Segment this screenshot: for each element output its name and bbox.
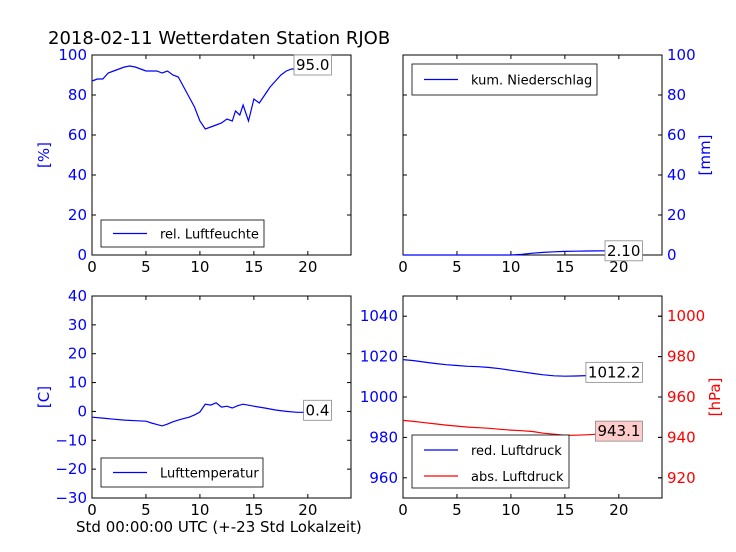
x-tick-label: 0 [398, 258, 408, 276]
plot-frame [91, 295, 352, 499]
y-right-tick-label: 980 [667, 348, 696, 366]
y-tick-label: 60 [68, 126, 87, 144]
x-tick-label: 0 [87, 258, 97, 276]
x-tick-label: 0 [87, 501, 97, 519]
y-tick-label: −20 [55, 460, 87, 478]
y-tick-label: 60 [667, 126, 686, 144]
x-tick-label: 15 [244, 501, 263, 519]
legend-box [411, 434, 570, 489]
y-tick-label: 1020 [360, 348, 398, 366]
x-tick-label: 15 [244, 258, 263, 276]
legend: red. Luftdruck abs. Luftdruck [411, 434, 570, 489]
y-right-tick-label: 920 [667, 469, 696, 487]
value-annotation: 943.1 [597, 422, 640, 440]
y-tick-label: 960 [369, 469, 398, 487]
y-tick-label: 980 [369, 428, 398, 446]
legend-label: Lufttemperatur [160, 467, 259, 482]
annotation-box [585, 361, 643, 383]
y-tick-label: 80 [667, 86, 686, 104]
value-annotation: 95.0 [296, 56, 329, 74]
x-tick-label: 20 [609, 258, 628, 276]
panel-precipitation: 0 5 10 15 20 0 20 40 60 80 100 [mm] 2.10 kum. Nieders… [398, 46, 714, 276]
panel-humidity: 0 5 10 15 20 0 20 40 60 80 100 [%] 95.0 rel. Luftfeuc… [35, 46, 352, 276]
legend-label: rel. Luftfeuchte [160, 228, 259, 243]
panel-temperature: 0 5 10 15 20 −30 −20 −10 0 10 20 30 40 [C] 0.4 Lufttemp… [35, 287, 352, 519]
legend: Lufttemperatur [100, 457, 264, 488]
value-annotation: 2.10 [607, 242, 640, 260]
annotation-box [604, 240, 643, 262]
y-tick-label: 40 [667, 166, 686, 184]
annotation-box [303, 399, 332, 421]
legend-box [411, 63, 598, 96]
y-tick-label: 20 [667, 206, 686, 224]
y-tick-label: 0 [77, 246, 87, 264]
annotation-box [595, 420, 643, 442]
y-tick-label: 0 [77, 402, 87, 420]
y-tick-label: 30 [68, 316, 87, 334]
y-tick-label: 0 [667, 246, 677, 264]
plot-frame [402, 54, 663, 256]
x-tick-label: 15 [555, 501, 574, 519]
x-tick-label: 20 [298, 258, 317, 276]
figure-xlabel: Std 00:00:00 UTC (+-23 Std Lokalzeit) [76, 518, 362, 536]
y-right-tick-label: 940 [667, 428, 696, 446]
x-tick-label: 10 [501, 258, 520, 276]
x-tick-label: 10 [190, 258, 209, 276]
legend: kum. Niederschlag [411, 63, 598, 96]
series-line [91, 402, 330, 427]
x-tick-label: 10 [190, 501, 209, 519]
value-annotation: 0.4 [306, 401, 330, 419]
x-tick-label: 0 [398, 501, 408, 519]
x-tick-label: 20 [609, 501, 628, 519]
y-right-tick-label: 960 [667, 388, 696, 406]
y-tick-label: 40 [68, 166, 87, 184]
legend-label: red. Luftdruck [471, 444, 562, 459]
y-tick-label: 80 [68, 86, 87, 104]
y-tick-label: 20 [68, 206, 87, 224]
x-tick-label: 5 [141, 501, 151, 519]
value-annotation: 1012.2 [588, 363, 641, 381]
y-tick-label: 40 [68, 287, 87, 305]
series-line [91, 64, 330, 130]
y-tick-label: −30 [55, 489, 87, 507]
plot-frame [91, 54, 352, 256]
x-tick-label: 20 [298, 501, 317, 519]
y-axis-label: [C] [35, 386, 53, 408]
x-tick-label: 5 [141, 258, 151, 276]
y-right-tick-label: 1000 [667, 307, 705, 325]
y-tick-label: 1040 [360, 307, 398, 325]
panel-pressure: 0 5 10 15 20 960 980 1000 1020 1040 920 940 960 980 10… [360, 295, 724, 519]
legend-box [100, 219, 265, 248]
x-tick-label: 10 [501, 501, 520, 519]
y-tick-label: 100 [58, 46, 87, 64]
y-axis-label: [%] [35, 142, 53, 168]
y-tick-label: 100 [667, 46, 696, 64]
y-tick-label: 1000 [360, 388, 398, 406]
x-tick-label: 15 [555, 258, 574, 276]
y-axis-label: [mm] [696, 135, 714, 176]
figure-title: 2018-02-11 Wetterdaten Station RJOB [48, 28, 390, 49]
y-tick-label: −10 [55, 431, 87, 449]
x-tick-label: 5 [452, 258, 462, 276]
legend-label: abs. Luftdruck [471, 470, 564, 485]
legend: rel. Luftfeuchte [100, 219, 265, 248]
x-tick-label: 5 [452, 501, 462, 519]
annotation-box [293, 54, 332, 76]
y-tick-label: 10 [68, 374, 87, 392]
legend-label: kum. Niederschlag [471, 74, 592, 89]
y-axis-label-right: [hPa] [706, 378, 724, 417]
y-tick-label: 20 [68, 345, 87, 363]
